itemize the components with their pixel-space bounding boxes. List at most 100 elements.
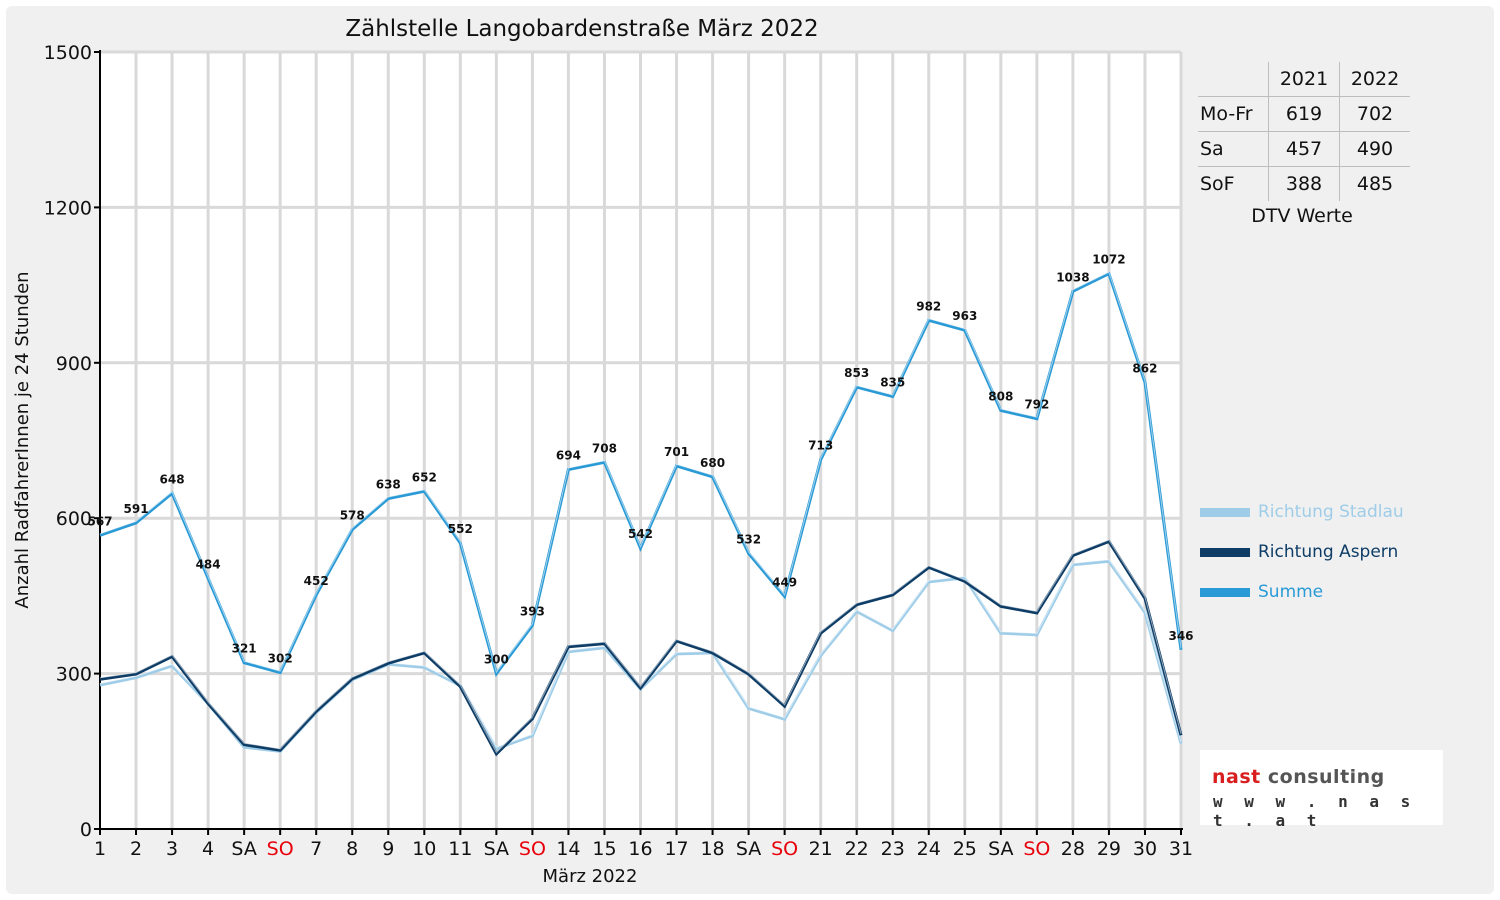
data-label: 532	[736, 532, 761, 546]
x-tick-label: 7	[310, 838, 322, 860]
legend-swatch	[1200, 507, 1250, 517]
y-tick-label: 0	[80, 819, 92, 841]
data-label: 808	[988, 389, 1013, 403]
x-tick-label: SO	[1023, 838, 1050, 860]
legend-item: Summe	[1200, 572, 1404, 612]
grid	[100, 50, 1183, 829]
data-label: 853	[844, 366, 869, 380]
data-label: 701	[664, 445, 689, 459]
data-label: 346	[1168, 629, 1193, 643]
data-label: 567	[87, 514, 112, 528]
data-label: 963	[952, 309, 977, 323]
x-tick-label: SA	[484, 838, 509, 860]
data-label: 835	[880, 375, 905, 389]
data-label: 452	[304, 574, 329, 588]
x-tick-label: 18	[700, 838, 724, 860]
x-tick-label: 10	[412, 838, 436, 860]
x-tick-label: 11	[448, 838, 472, 860]
data-label: 708	[592, 441, 617, 455]
logo-brand-b: consulting	[1267, 766, 1385, 788]
x-tick-label: 9	[382, 838, 394, 860]
x-tick-label: 15	[592, 838, 616, 860]
x-tick-label: SO	[519, 838, 546, 860]
dtv-cell: 490	[1339, 131, 1410, 167]
dtv-caption: DTV Werte	[1251, 205, 1353, 227]
series-line-highlight	[99, 539, 1182, 754]
legend-swatch	[1200, 547, 1250, 557]
data-label: 578	[340, 509, 365, 523]
data-label: 591	[124, 502, 149, 516]
y-tick-label: 1500	[44, 42, 92, 64]
axes	[94, 50, 1183, 835]
legend-label: Richtung Aspern	[1258, 542, 1399, 562]
data-label: 1072	[1092, 253, 1125, 267]
dtv-cell: 388	[1268, 166, 1340, 201]
legend: Richtung Stadlau Richtung Aspern Summe	[1200, 492, 1404, 612]
x-tick-label: 1	[94, 838, 106, 860]
logo: nast consulting w w w . n a s t . a t	[1200, 750, 1443, 830]
series-line-highlight	[99, 271, 1182, 674]
y-tick-labels: 0 300 600 900 1200 1500	[44, 42, 92, 841]
x-tick-label: 22	[845, 838, 869, 860]
data-label: 862	[1132, 361, 1157, 375]
dtv-cell: 485	[1339, 166, 1410, 201]
series-lines	[99, 271, 1183, 757]
x-tick-label: SO	[267, 838, 294, 860]
series-line	[99, 539, 1183, 757]
dtv-row-label: Sa	[1198, 131, 1269, 167]
x-tick-label: 17	[664, 838, 688, 860]
x-tick-label: 4	[202, 838, 214, 860]
dtv-row-label: SoF	[1198, 166, 1269, 201]
x-tick-label: 28	[1061, 838, 1085, 860]
legend-item: Richtung Stadlau	[1200, 492, 1404, 532]
data-label: 393	[520, 604, 545, 618]
dtv-cell: 702	[1339, 96, 1410, 132]
logo-brand-a: nast	[1212, 766, 1261, 788]
legend-label: Summe	[1258, 582, 1324, 602]
logo-url: w w w . n a s t . a t	[1213, 792, 1417, 830]
dtv-table: 2021 2022 Mo-Fr 619 702 Sa 457 490 SoF 3…	[1198, 62, 1414, 227]
data-label: 321	[232, 642, 257, 656]
data-label: 484	[196, 557, 221, 571]
data-label: 713	[808, 439, 833, 453]
data-label: 449	[772, 575, 797, 589]
x-tick-label: SA	[988, 838, 1013, 860]
dtv-cell: 457	[1268, 131, 1340, 167]
data-label: 652	[412, 470, 437, 484]
data-label: 300	[484, 653, 509, 667]
series-line	[99, 271, 1183, 677]
x-tick-label: 25	[953, 838, 977, 860]
x-axis-label: März 2022	[543, 866, 638, 887]
y-tick-label: 600	[56, 508, 92, 530]
x-tick-label: 3	[166, 838, 178, 860]
data-labels: 567 591 648 484 321 302 452 578 638 652 552 300 393 6…	[87, 253, 1193, 667]
legend-swatch	[1200, 587, 1250, 597]
data-label: 302	[268, 652, 293, 666]
data-label: 542	[628, 527, 653, 541]
data-label: 680	[700, 456, 725, 470]
x-tick-label: 23	[881, 838, 905, 860]
y-axis-label: Anzahl RadfahrerInnen je 24 Stunden	[12, 271, 33, 608]
logo-brand: nast consulting	[1212, 766, 1385, 788]
y-tick-label: 900	[56, 353, 92, 375]
x-tick-label: SO	[771, 838, 798, 860]
data-label: 1038	[1056, 270, 1089, 284]
x-tick-label: 21	[809, 838, 833, 860]
data-label: 648	[160, 472, 185, 486]
data-label: 638	[376, 478, 401, 492]
x-tick-label: 16	[628, 838, 652, 860]
x-tick-label: 30	[1133, 838, 1157, 860]
x-tick-labels: 1 2 3 4 SA SO 7 8 9 10 11 SA SO 14 15 16 17 18 SA SO 21 22 23 2…	[94, 838, 1193, 860]
legend-label: Richtung Stadlau	[1258, 502, 1404, 522]
x-tick-label: SA	[736, 838, 761, 860]
y-tick-label: 1200	[44, 197, 92, 219]
x-tick-label: 31	[1169, 838, 1193, 860]
data-label: 552	[448, 522, 473, 536]
y-tick-label: 300	[56, 664, 92, 686]
chart-title: Zählstelle Langobardenstraße März 2022	[345, 16, 818, 42]
data-label: 982	[916, 299, 941, 313]
x-tick-label: 14	[556, 838, 580, 860]
x-tick-label: 8	[346, 838, 358, 860]
dtv-row-label: Mo-Fr	[1198, 96, 1269, 132]
